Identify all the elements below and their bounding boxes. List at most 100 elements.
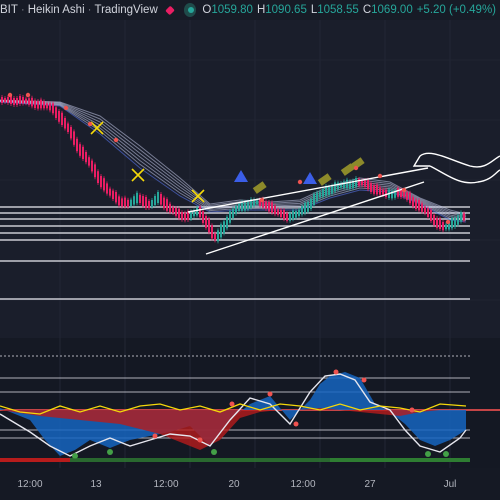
osc-green-dot-4 — [443, 451, 449, 457]
symbol-label[interactable]: BIT — [0, 4, 18, 16]
osc-red-dot-5 — [333, 369, 339, 375]
candle-body — [238, 203, 240, 211]
candle-body — [139, 194, 141, 203]
candle-body — [457, 215, 459, 225]
candle-body — [391, 190, 393, 199]
candle-body — [268, 202, 270, 212]
candle-body — [181, 212, 183, 220]
candle-body — [250, 199, 252, 208]
candle-body — [328, 186, 330, 195]
x-tick-label-3: 20 — [228, 479, 240, 490]
candle-body — [13, 98, 15, 105]
candle-body — [226, 216, 228, 229]
candle-body — [418, 200, 420, 211]
open-label: O — [202, 4, 212, 16]
candle-body — [154, 196, 156, 205]
candle-body — [415, 199, 417, 209]
visibility-eye-icon[interactable] — [183, 3, 197, 17]
candle-body — [118, 196, 120, 206]
candle-body — [157, 192, 159, 203]
candle-body — [358, 179, 360, 186]
candle-body — [10, 96, 12, 104]
candle-body — [178, 208, 180, 219]
candle-body — [229, 211, 231, 223]
candle-body — [22, 97, 24, 104]
candle-body — [169, 203, 171, 213]
candle-body — [82, 146, 84, 159]
osc-red-dot-4 — [293, 421, 299, 427]
cross-marker-2 — [191, 189, 205, 203]
candle-body — [349, 181, 351, 189]
candle-body — [202, 211, 204, 223]
candle-body — [379, 187, 381, 195]
high-label: H — [256, 4, 266, 16]
chart-header: BIT · Heikin Ashi · TradingView O 1059.80… — [0, 0, 500, 20]
candle-body — [442, 222, 444, 231]
candle-body — [310, 199, 312, 209]
candle-body — [241, 201, 243, 211]
candle-body — [232, 208, 234, 219]
candle-body — [367, 179, 369, 190]
candle-body — [40, 99, 42, 109]
red-dot-8 — [377, 173, 383, 179]
candle-body — [145, 197, 147, 208]
candle-body — [259, 199, 261, 206]
candle-body — [400, 189, 402, 197]
pane-separator — [0, 338, 500, 350]
candle-body — [85, 152, 87, 163]
separator: · — [87, 4, 92, 16]
candle-body — [424, 206, 426, 214]
candle-body — [385, 189, 387, 197]
candle-body — [163, 197, 165, 209]
candle-body — [292, 210, 294, 220]
candle-body — [100, 176, 102, 188]
candle-body — [133, 196, 135, 205]
candle-body — [322, 188, 324, 197]
candle-body — [280, 209, 282, 217]
oscillator-pane — [0, 355, 500, 462]
red-dot-3 — [87, 121, 93, 127]
trendline-upper — [187, 167, 429, 213]
candle-body — [346, 179, 348, 189]
candle-body — [94, 164, 96, 178]
candle-body — [373, 185, 375, 194]
candle-body — [262, 198, 264, 208]
candle-body — [337, 182, 339, 190]
candle-body — [19, 96, 21, 104]
candle-body — [454, 217, 456, 227]
candle-body — [109, 188, 111, 196]
signal-markers — [7, 92, 451, 225]
candle-body — [7, 97, 9, 103]
candle-body — [274, 205, 276, 215]
candle-body — [247, 201, 249, 210]
candle-body — [313, 194, 315, 205]
separator: · — [20, 4, 25, 16]
candle-body — [166, 199, 168, 211]
chart-style-label: Heikin Ashi — [27, 4, 85, 16]
trend-drawings[interactable] — [187, 152, 500, 255]
candle-body — [67, 123, 69, 132]
source-label: TradingView — [94, 4, 158, 16]
low-label: L — [310, 4, 318, 16]
candle-body — [331, 185, 333, 194]
candle-body — [124, 197, 126, 207]
osc-white-line — [0, 373, 467, 457]
candle-body — [31, 97, 33, 107]
trendline-lower — [205, 181, 425, 255]
candle-body — [364, 180, 366, 187]
osc-bar-red-0 — [0, 458, 70, 462]
candle-body — [199, 206, 201, 218]
candle-body — [439, 218, 441, 229]
candle-body — [4, 98, 6, 102]
candle-body — [70, 127, 72, 139]
candle-body — [463, 213, 465, 221]
candle-body — [79, 144, 81, 156]
osc-red-dot-3 — [267, 391, 273, 397]
candle-body — [283, 210, 285, 220]
candle-body — [175, 208, 177, 216]
candle-body — [73, 131, 75, 145]
candle-body — [421, 203, 423, 212]
candle-body — [142, 196, 144, 206]
x-tick-label-6: Jul — [444, 479, 457, 490]
